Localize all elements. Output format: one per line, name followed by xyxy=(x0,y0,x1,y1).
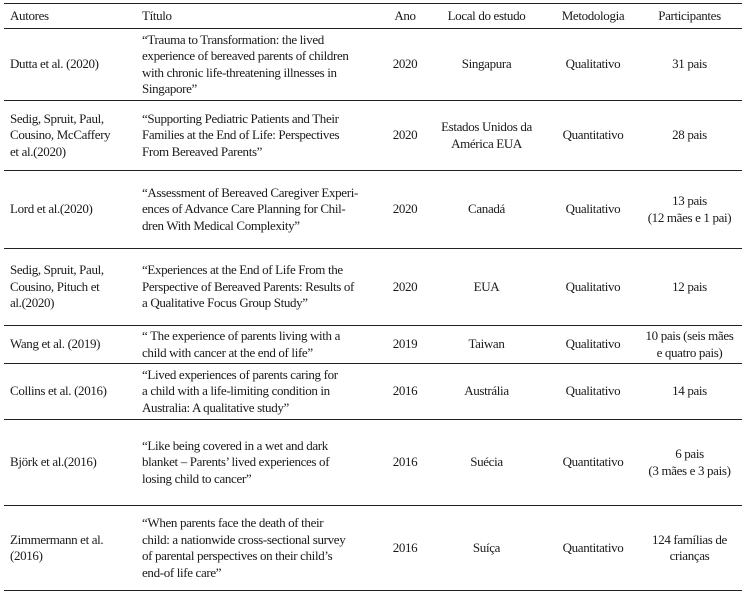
cell-autores: Björk et al.(2016) xyxy=(4,419,136,506)
cell-local: Suíça xyxy=(424,505,549,591)
header-local: Local do estudo xyxy=(424,3,549,29)
cell-participantes: 12 pais xyxy=(637,248,742,326)
cell-titulo: “Supporting Pediatric Patients and Their… xyxy=(136,100,386,171)
cell-participantes: 124 famílias de crianças xyxy=(637,505,742,591)
cell-participantes: 10 pais (seis mães e quatro pais) xyxy=(637,325,742,364)
cell-local: Suécia xyxy=(424,419,549,506)
cell-titulo: “Lived experiences of parents caring for… xyxy=(136,363,386,420)
cell-ano: 2020 xyxy=(386,100,424,171)
cell-metodologia: Qualitativo xyxy=(549,325,637,364)
cell-local: Austrália xyxy=(424,363,549,420)
cell-autores: Dutta et al. (2020) xyxy=(4,28,136,101)
cell-metodologia: Qualitativo xyxy=(549,248,637,326)
studies-table: Autores Título Ano Local do estudo Metod… xyxy=(4,3,742,591)
table-row: Zimmermann et al. (2016) “When parents fa… xyxy=(4,505,742,591)
cell-metodologia: Quantitativo xyxy=(549,505,637,591)
cell-autores: Sedig, Spruit, Paul, Cousino, Pituch et … xyxy=(4,248,136,326)
header-ano: Ano xyxy=(386,3,424,29)
header-titulo: Título xyxy=(136,3,386,29)
cell-autores: Zimmermann et al. (2016) xyxy=(4,505,136,591)
cell-titulo: “When parents face the death of their ch… xyxy=(136,505,386,591)
cell-participantes: 13 pais (12 mães e 1 pai) xyxy=(637,170,742,249)
cell-local: Taiwan xyxy=(424,325,549,364)
cell-metodologia: Qualitativo xyxy=(549,170,637,249)
cell-ano: 2016 xyxy=(386,419,424,506)
header-metodologia: Metodologia xyxy=(549,3,637,29)
cell-autores: Lord et al.(2020) xyxy=(4,170,136,249)
cell-local: Singapura xyxy=(424,28,549,101)
cell-ano: 2016 xyxy=(386,505,424,591)
table-row: Wang et al. (2019) “ The experience of pa… xyxy=(4,325,742,364)
cell-participantes: 6 pais (3 mães e 3 pais) xyxy=(637,419,742,506)
table-row: Lord et al.(2020) “Assessment of Bereaved… xyxy=(4,170,742,249)
cell-titulo: “Experiences at the End of Life From the… xyxy=(136,248,386,326)
table-row: Sedig, Spruit, Paul, Cousino, McCaffery … xyxy=(4,100,742,171)
cell-ano: 2019 xyxy=(386,325,424,364)
cell-metodologia: Quantitativo xyxy=(549,419,637,506)
cell-titulo: “Trauma to Transformation: the lived exp… xyxy=(136,28,386,101)
header-autores: Autores xyxy=(4,3,136,29)
cell-metodologia: Qualitativo xyxy=(549,363,637,420)
cell-metodologia: Quantitativo xyxy=(549,100,637,171)
cell-titulo: “ The experience of parents living with … xyxy=(136,325,386,364)
cell-local: EUA xyxy=(424,248,549,326)
cell-ano: 2016 xyxy=(386,363,424,420)
cell-ano: 2020 xyxy=(386,248,424,326)
table-header-row: Autores Título Ano Local do estudo Metod… xyxy=(4,3,742,29)
cell-autores: Collins et al. (2016) xyxy=(4,363,136,420)
cell-autores: Sedig, Spruit, Paul, Cousino, McCaffery … xyxy=(4,100,136,171)
cell-metodologia: Qualitativo xyxy=(549,28,637,101)
header-participantes: Participantes xyxy=(637,3,742,29)
cell-autores: Wang et al. (2019) xyxy=(4,325,136,364)
table-row: Dutta et al. (2020) “Trauma to Transforma… xyxy=(4,28,742,101)
cell-local: Estados Unidos da América EUA xyxy=(424,100,549,171)
table-row: Björk et al.(2016) “Like being covered in… xyxy=(4,419,742,506)
cell-ano: 2020 xyxy=(386,28,424,101)
cell-participantes: 14 pais xyxy=(637,363,742,420)
cell-titulo: “Assessment of Bereaved Caregiver Experi… xyxy=(136,170,386,249)
cell-participantes: 31 pais xyxy=(637,28,742,101)
table-row: Sedig, Spruit, Paul, Cousino, Pituch et … xyxy=(4,248,742,326)
cell-local: Canadá xyxy=(424,170,549,249)
cell-ano: 2020 xyxy=(386,170,424,249)
table-row: Collins et al. (2016) “Lived experiences … xyxy=(4,363,742,420)
cell-participantes: 28 pais xyxy=(637,100,742,171)
cell-titulo: “Like being covered in a wet and dark bl… xyxy=(136,419,386,506)
